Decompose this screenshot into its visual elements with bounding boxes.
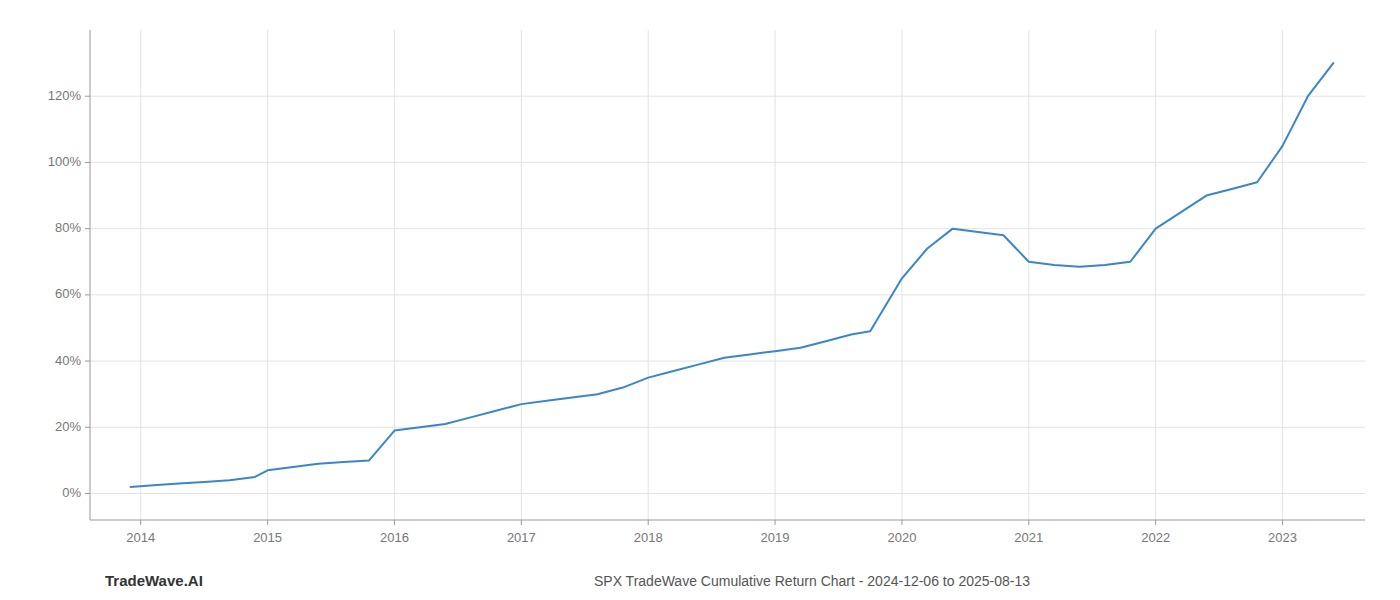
tick-label: 60% [55,286,81,301]
grid-line [267,30,268,520]
line [131,63,1334,487]
tick-mark [1155,520,1156,525]
tick-label: 40% [55,353,81,368]
tick-label: 2018 [634,530,663,545]
tick-label: 20% [55,419,81,434]
grid-line [1028,30,1029,520]
tick-label: 100% [48,154,82,169]
tick-label: 2017 [507,530,536,545]
tick-mark [1282,520,1283,525]
tick-label: 80% [55,220,81,235]
tick-mark [85,493,90,494]
tick-label: 2020 [887,530,916,545]
x-axis-line [90,520,1365,521]
grid-line [1282,30,1283,520]
grid-line [90,162,1365,163]
tick-label: 2016 [380,530,409,545]
tick-label: 0% [62,485,81,500]
plot-area [131,63,1334,487]
grid-line [140,30,141,520]
tick-mark [85,294,90,295]
tick-label: 120% [48,88,82,103]
grid-line [775,30,776,520]
tick-mark [85,427,90,428]
tick-mark [775,520,776,525]
tick-mark [648,520,649,525]
tick-mark [1028,520,1029,525]
grid-line [90,228,1365,229]
tick-mark [394,520,395,525]
grid-line [521,30,522,520]
tick-mark [85,361,90,362]
grid-line [648,30,649,520]
grid-line [90,493,1365,494]
title: SPX TradeWave Cumulative Return Chart - … [594,573,1030,589]
tick-label: 2019 [761,530,790,545]
grid-line [1155,30,1156,520]
tick-mark [140,520,141,525]
tick-mark [901,520,902,525]
grid [90,30,1365,520]
chart: 0% 20% 40% 60% 80% 100% 120% 2014 2015 2016 2017 20… [0,0,1400,600]
tick-label: 2022 [1141,530,1170,545]
tick-mark [85,96,90,97]
tick-label: 2015 [253,530,282,545]
axes: 0% 20% 40% 60% 80% 100% 120% 2014 2015 2016 2017 20… [48,30,1365,545]
tick-mark [521,520,522,525]
tick-label: 2023 [1268,530,1297,545]
tick-mark [85,162,90,163]
watermark: TradeWave.AI [105,572,203,589]
grid-line [90,294,1365,295]
grid-line [90,427,1365,428]
grid-line [90,361,1365,362]
tick-label: 2014 [126,530,155,545]
tick-mark [85,228,90,229]
tick-mark [267,520,268,525]
grid-line [901,30,902,520]
tick-label: 2021 [1014,530,1043,545]
background [0,0,1400,600]
grid-line [394,30,395,520]
grid-line [90,96,1365,97]
y-axis-line [90,30,91,520]
